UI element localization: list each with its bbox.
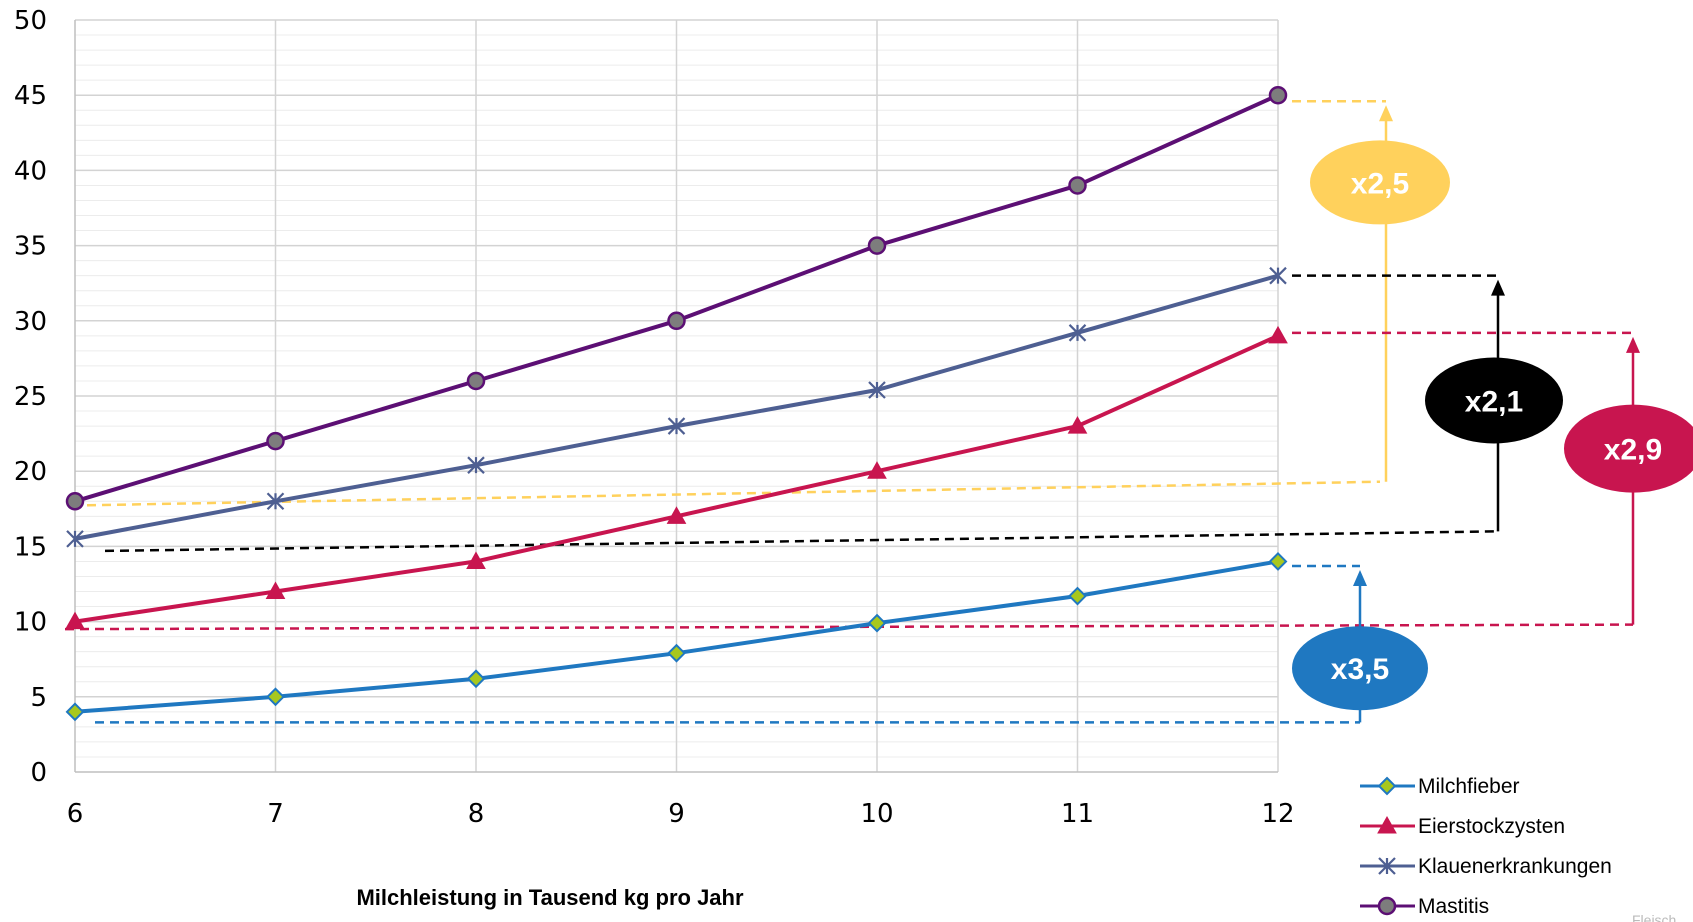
data-point bbox=[1268, 552, 1288, 571]
legend-marker bbox=[1378, 857, 1396, 875]
data-point bbox=[266, 687, 285, 707]
y-tick-label: 15 bbox=[14, 532, 47, 562]
x-tick-label: 12 bbox=[1261, 799, 1294, 829]
legend-label: Eierstockzysten bbox=[1418, 815, 1565, 838]
data-point bbox=[667, 643, 686, 663]
data-point bbox=[1068, 324, 1087, 342]
legend: Milchfieber Eierstockzysten Klauenerkranku… bbox=[1360, 775, 1612, 918]
data-point bbox=[467, 456, 485, 474]
factor-label: x3,5 bbox=[1331, 653, 1389, 686]
legend-label: Milchfieber bbox=[1418, 775, 1520, 798]
data-point bbox=[667, 417, 686, 435]
annotation-arrow-head bbox=[1626, 336, 1640, 353]
factor-oval bbox=[1564, 404, 1693, 493]
x-tick-label: 11 bbox=[1061, 799, 1094, 829]
x-tick-label: 7 bbox=[267, 799, 284, 829]
legend-marker bbox=[1377, 896, 1397, 916]
annotation-arrow-head bbox=[1491, 279, 1505, 296]
y-tick-label: 40 bbox=[14, 156, 47, 186]
factor-label: x2,5 bbox=[1351, 167, 1409, 200]
y-tick-label: 10 bbox=[14, 608, 47, 638]
data-point bbox=[868, 381, 886, 399]
y-tick-label: 50 bbox=[14, 6, 47, 36]
annotation-arrow-head bbox=[1353, 569, 1367, 586]
grid bbox=[75, 19, 1279, 772]
y-tick-label: 5 bbox=[30, 683, 47, 713]
x-axis-title: Milchleistung in Tausend kg pro Jahr bbox=[356, 885, 744, 910]
data-point bbox=[667, 311, 686, 331]
y-tick-label: 20 bbox=[14, 457, 47, 487]
annotation-start-connector bbox=[104, 530, 1499, 553]
data-point bbox=[66, 530, 84, 548]
factor-label: x2,1 bbox=[1465, 386, 1523, 419]
data-point bbox=[1068, 586, 1087, 606]
y-tick-label: 0 bbox=[30, 758, 47, 788]
data-point bbox=[466, 551, 486, 569]
data-point bbox=[867, 613, 887, 633]
data-point bbox=[65, 492, 85, 511]
data-point bbox=[466, 371, 486, 391]
data-point bbox=[265, 581, 286, 600]
factor-oval bbox=[1425, 357, 1563, 444]
credit-text: Fleisch bbox=[1632, 912, 1676, 922]
data-point bbox=[266, 492, 285, 511]
legend-label: Mastitis bbox=[1418, 895, 1489, 918]
x-tick-label: 9 bbox=[668, 799, 685, 829]
x-tick-label: 8 bbox=[468, 799, 485, 829]
legend-marker bbox=[1377, 815, 1397, 834]
factor-annotations: x2,5 x2,1 x2,9 x3,5 bbox=[64, 99, 1693, 724]
factor-oval bbox=[1310, 140, 1450, 225]
data-point bbox=[1268, 85, 1288, 105]
data-point bbox=[466, 669, 486, 689]
data-point bbox=[266, 431, 285, 451]
x-tick-label: 6 bbox=[67, 799, 84, 829]
y-tick-label: 35 bbox=[14, 232, 47, 262]
data-point bbox=[1269, 266, 1287, 285]
data-point bbox=[867, 461, 887, 479]
data-point bbox=[867, 236, 887, 255]
factor-oval bbox=[1292, 626, 1428, 711]
data-point bbox=[1268, 325, 1288, 344]
axes: 0 5 10 15 20 25 30 35 40 45 50 6 7 8 9 10 11 12 bbox=[14, 6, 1295, 829]
legend-label: Klauenerkrankungen bbox=[1418, 855, 1612, 878]
y-tick-label: 25 bbox=[14, 382, 47, 412]
y-tick-label: 30 bbox=[14, 307, 47, 337]
data-point bbox=[1068, 176, 1087, 195]
annotation-arrow-head bbox=[1379, 105, 1393, 122]
legend-marker bbox=[1377, 776, 1397, 796]
y-tick-label: 45 bbox=[14, 81, 47, 111]
x-tick-label: 10 bbox=[860, 799, 893, 829]
data-point bbox=[65, 611, 85, 630]
factor-label: x2,9 bbox=[1604, 434, 1662, 467]
data-point bbox=[1067, 416, 1088, 434]
data-point bbox=[65, 702, 85, 722]
data-point bbox=[666, 506, 687, 524]
series-lines bbox=[65, 85, 1288, 722]
annotation-start-connector bbox=[86, 480, 1381, 507]
